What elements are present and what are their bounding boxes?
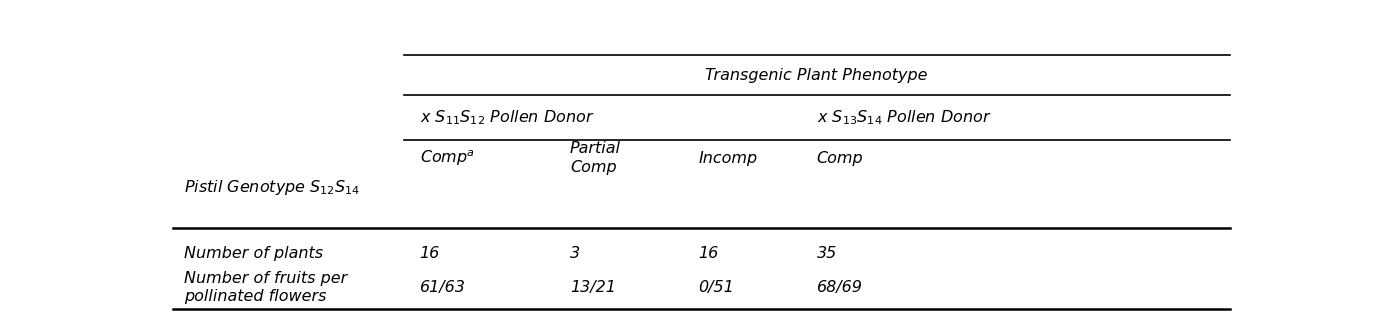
- Text: 16: 16: [419, 246, 440, 261]
- Text: Number of plants: Number of plants: [184, 246, 322, 261]
- Text: 61/63: 61/63: [419, 280, 465, 295]
- Text: Incomp: Incomp: [699, 151, 757, 166]
- Text: 16: 16: [699, 246, 718, 261]
- Text: 3: 3: [570, 246, 580, 261]
- Text: Partial
Comp: Partial Comp: [570, 141, 621, 175]
- Text: Comp: Comp: [817, 151, 864, 166]
- Text: x $S_{13}S_{14}$ Pollen Donor: x $S_{13}S_{14}$ Pollen Donor: [817, 109, 991, 127]
- Text: 35: 35: [817, 246, 837, 261]
- Text: Pistil Genotype $S_{12}S_{14}$: Pistil Genotype $S_{12}S_{14}$: [184, 178, 360, 197]
- Text: Number of fruits per
pollinated flowers: Number of fruits per pollinated flowers: [184, 270, 347, 304]
- Text: 13/21: 13/21: [570, 280, 616, 295]
- Text: Comp$^a$: Comp$^a$: [419, 148, 475, 168]
- Text: Transgenic Plant Phenotype: Transgenic Plant Phenotype: [706, 68, 927, 83]
- Text: 0/51: 0/51: [699, 280, 735, 295]
- Text: 68/69: 68/69: [817, 280, 862, 295]
- Text: x $S_{11}S_{12}$ Pollen Donor: x $S_{11}S_{12}$ Pollen Donor: [419, 109, 594, 127]
